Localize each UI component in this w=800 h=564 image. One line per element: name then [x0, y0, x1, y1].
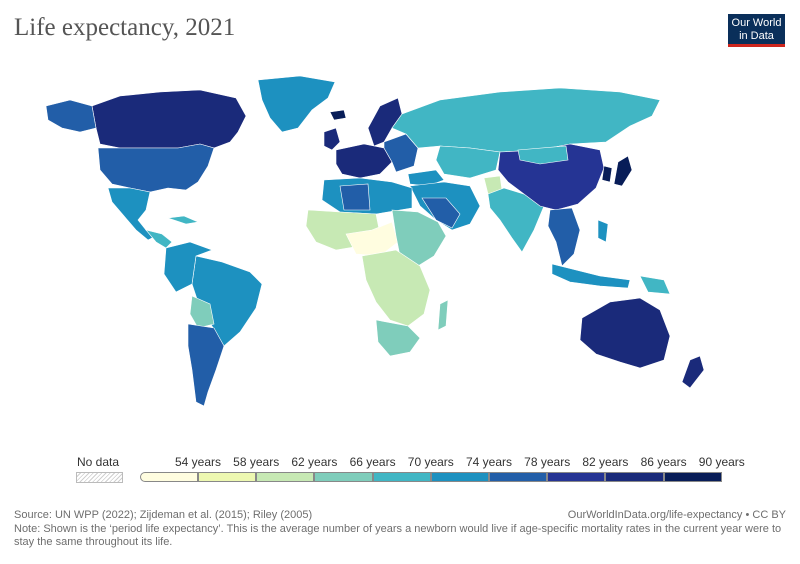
region-central-america[interactable] — [145, 229, 173, 249]
region-canada[interactable] — [91, 89, 247, 149]
legend-segment — [198, 472, 257, 482]
region-caribbean[interactable] — [167, 215, 200, 225]
legend-tick-label: 74 years — [465, 455, 513, 469]
region-japan[interactable] — [613, 155, 633, 187]
legend-segment — [489, 472, 548, 482]
region-alaska[interactable] — [45, 99, 97, 133]
region-papua[interactable] — [639, 275, 671, 295]
region-saudi-arabia[interactable] — [421, 197, 461, 229]
region-korea[interactable] — [601, 165, 613, 183]
no-data-swatch — [76, 472, 123, 483]
no-data-label: No data — [77, 455, 120, 469]
legend-tick-label: 90 years — [698, 455, 745, 469]
legend-tick-label: 78 years — [524, 455, 571, 469]
legend-segment — [314, 472, 373, 482]
region-mongolia[interactable] — [517, 145, 569, 165]
region-madagascar[interactable] — [437, 299, 449, 331]
color-legend: No data 54 years 58 years 62 years 66 years… — [0, 450, 800, 490]
logo-line-2: in Data — [739, 30, 774, 42]
legend-tick-label: 62 years — [291, 455, 338, 469]
credit-link[interactable]: OurWorldInData.org/life-expectancy • CC … — [567, 509, 786, 521]
region-argentina-chile[interactable] — [187, 323, 225, 407]
region-bolivia[interactable] — [189, 295, 215, 329]
region-philippines[interactable] — [597, 219, 609, 243]
logo-line-1: Our World — [731, 17, 782, 29]
chart-title: Life expectancy, 2021 — [14, 14, 236, 41]
region-central-africa[interactable] — [361, 249, 431, 327]
region-russia[interactable] — [391, 87, 661, 153]
legend-segment — [605, 472, 664, 482]
region-northwest-south-america[interactable] — [163, 241, 213, 293]
region-east-africa[interactable] — [391, 209, 447, 267]
legend-segment — [663, 472, 722, 482]
region-australia[interactable] — [579, 297, 671, 369]
region-indonesia[interactable] — [551, 263, 631, 289]
legend-tick-label: 58 years — [233, 455, 280, 469]
region-new-zealand[interactable] — [681, 355, 705, 389]
region-greenland[interactable] — [257, 75, 336, 133]
legend-tick-label: 54 years — [174, 455, 222, 469]
legend-segment — [372, 472, 431, 482]
region-south-asia[interactable] — [487, 187, 545, 253]
owid-logo[interactable]: Our World in Data — [728, 14, 785, 47]
region-central-asia[interactable] — [435, 145, 501, 179]
world-map — [45, 75, 705, 407]
region-usa[interactable] — [97, 143, 215, 193]
region-western-europe[interactable] — [335, 143, 393, 179]
legend-segment — [430, 472, 489, 482]
region-southern-africa[interactable] — [375, 319, 421, 357]
region-southeast-asia[interactable] — [547, 207, 581, 267]
legend-segment — [547, 472, 606, 482]
legend-tick-label: 66 years — [349, 455, 396, 469]
legend-segment — [256, 472, 315, 482]
region-iceland[interactable] — [329, 109, 347, 121]
source-text: Source: UN WPP (2022); Zijdeman et al. (… — [14, 509, 313, 521]
region-uk-ireland[interactable] — [323, 127, 341, 151]
legend-color-bar — [140, 472, 722, 482]
region-algeria[interactable] — [339, 183, 371, 211]
note-text: Note: Shown is the ‘period life expectan… — [14, 523, 782, 548]
legend-tick-label: 82 years — [582, 455, 629, 469]
legend-tick-label: 86 years — [640, 455, 687, 469]
legend-segment — [140, 472, 198, 482]
legend-tick-label: 70 years — [407, 455, 454, 469]
